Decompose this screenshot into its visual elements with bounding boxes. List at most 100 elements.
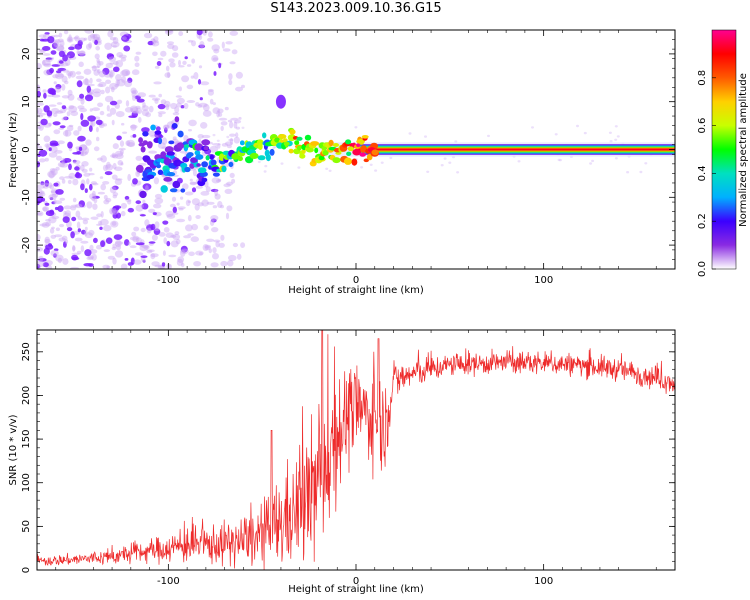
spectrogram-noise-blob <box>199 41 205 49</box>
spectrogram-ridge-blob <box>196 163 201 167</box>
spectrogram-noise-blob <box>153 36 159 42</box>
colorbar-tick-label: 0.2 <box>697 213 708 229</box>
spectrogram-noise-blob <box>114 250 124 258</box>
spectrogram-noise-blob <box>200 122 208 129</box>
spectrogram-noise-blob <box>195 102 200 107</box>
spectrogram-noise-blob <box>163 227 170 233</box>
spectrogram-noise-blob <box>51 42 58 49</box>
spectrogram-noise-blob <box>127 142 135 148</box>
spectrogram-noise-blob <box>81 168 88 173</box>
spectrogram-noise-blob <box>116 52 123 58</box>
spectrogram-noise-blob <box>170 234 177 238</box>
spectrogram-noise-blob <box>197 134 204 139</box>
spectrogram-noise-blob <box>162 124 170 130</box>
snr-y-tick-label: 100 <box>21 473 32 492</box>
spectrogram-noise-blob <box>99 226 103 230</box>
spectrogram-noise-blob <box>218 62 222 69</box>
spectrogram-ridge-blob <box>258 143 263 150</box>
spectrogram-noise-blob <box>89 108 93 112</box>
spectrogram-noise-blob <box>211 55 219 62</box>
spectrogram-noise-blob <box>58 32 63 38</box>
spectrogram-noise-blob <box>61 178 66 184</box>
spectrogram-ridge-blob <box>294 140 300 146</box>
spectrogram-noise-blob <box>115 79 120 86</box>
spectrogram-noise-blob <box>132 134 137 138</box>
spectrogram-noise-blob <box>92 35 96 44</box>
spectrogram-noise-blob <box>127 207 134 213</box>
spectrogram-noise-blob <box>109 37 117 41</box>
spectrogram-y-tick-label: -10 <box>21 189 32 205</box>
spectrogram-noise-blob <box>193 261 202 267</box>
spectrogram-noise-blob <box>94 53 100 60</box>
spectrogram-noise-blob <box>89 193 97 200</box>
spectrogram-ridge-blob <box>169 188 178 193</box>
spectrogram-noise-blob <box>100 240 106 248</box>
spectrogram-noise-blob <box>61 75 68 83</box>
spectrogram-noise-blob <box>38 34 47 38</box>
spectrogram-noise-blob <box>98 220 103 225</box>
spectrogram-noise-blob <box>91 65 100 69</box>
spectrogram-noise-blob <box>240 242 246 249</box>
spectrogram-noise-blob <box>117 160 124 166</box>
spectrogram-y-tick-label: -20 <box>21 237 32 253</box>
spectrogram-noise-blob <box>61 83 66 91</box>
spectrogram-noise-blob <box>142 183 152 191</box>
spectrogram-ridge-blob <box>138 167 144 173</box>
spectrogram-noise-blob <box>198 102 208 108</box>
spectrogram-noise-blob <box>68 34 72 42</box>
spectrogram-noise-blob <box>162 220 169 225</box>
spectrogram-noise-blob <box>44 63 52 66</box>
spectrogram-speckle <box>448 161 452 164</box>
spectrogram-noise-blob <box>51 107 60 114</box>
spectrogram-noise-blob <box>67 38 73 42</box>
spectrogram-noise-blob <box>81 161 89 167</box>
spectrogram-noise-blob <box>120 210 126 217</box>
spectrogram-noise-blob <box>70 204 78 208</box>
spectrogram-noise-blob <box>72 246 76 251</box>
spectrogram-ridge-blob <box>164 146 174 153</box>
spectrogram-noise-blob <box>193 72 199 80</box>
spectrogram-noise-blob <box>217 201 223 208</box>
spectrogram-noise-blob <box>105 62 114 69</box>
spectrogram-noise-blob <box>70 110 79 117</box>
spectrogram-ridge-blob <box>157 169 164 175</box>
spectrogram-noise-blob <box>99 110 105 116</box>
spectrogram-noise-blob <box>211 227 219 233</box>
spectrogram-x-tick-label: 100 <box>534 275 553 286</box>
spectrogram-noise-blob <box>61 157 65 165</box>
spectrogram-noise-blob <box>90 216 99 220</box>
spectrogram-noise-blob <box>47 94 54 98</box>
spectrogram-noise-blob <box>129 245 137 249</box>
spectrogram-noise-blob <box>175 95 182 98</box>
spectrogram-noise-blob <box>53 248 59 251</box>
spectrogram-noise-blob <box>165 30 173 33</box>
spectrogram-noise-blob <box>56 155 62 161</box>
spectrogram-noise-blob <box>165 232 174 238</box>
spectrogram-noise-blob <box>180 262 185 268</box>
spectrogram-noise-blob <box>114 166 123 172</box>
spectrogram-speckle <box>408 132 412 135</box>
spectrogram-noise-blob <box>210 262 219 268</box>
spectrogram-ridge-blob <box>352 148 362 156</box>
spectrogram-noise-blob <box>224 141 233 146</box>
spectrogram-speckle <box>443 157 447 160</box>
snr-panel: -100 0 100 0 50 100 150 200 250 Height of straig… <box>8 329 676 595</box>
spectrogram-noise-blob <box>212 247 217 254</box>
spectrogram-noise-blob <box>115 206 120 211</box>
spectrogram-noise-blob <box>114 83 120 88</box>
spectrogram-ridge-blob <box>358 138 365 145</box>
spectrogram-ridge-blob <box>237 156 243 162</box>
spectrogram-noise-blob <box>112 37 119 45</box>
spectrogram-noise-blob <box>48 147 52 152</box>
spectrogram-noise-blob <box>203 225 209 231</box>
spectrogram-x-tick-label: 0 <box>353 275 359 286</box>
spectrogram-noise-blob <box>64 129 69 137</box>
spectrogram-noise-blob <box>68 172 76 180</box>
spectrogram-noise-blob <box>137 92 147 98</box>
spectrogram-noise-blob <box>42 262 49 268</box>
spectrogram-noise-blob <box>40 118 48 126</box>
spectrogram-ridge-blob <box>289 129 296 135</box>
spectrogram-speckle <box>616 135 620 138</box>
spectrogram-noise-blob <box>178 31 184 37</box>
spectrogram-ridge-blob <box>301 148 306 154</box>
